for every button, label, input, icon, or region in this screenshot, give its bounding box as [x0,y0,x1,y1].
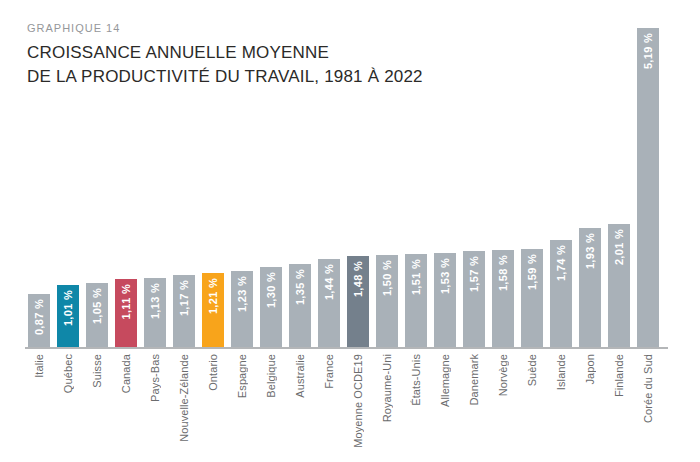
bar-value-label: 0,87 % [34,299,45,335]
bar-category-column: Japon [579,354,601,384]
bar-value-label: 1,48 % [353,261,364,297]
bar-value-label: 5,19 % [643,33,654,69]
bar-category-label: Italie [34,354,45,378]
bar-value-label: 1,01 % [63,290,74,326]
x-axis-category-labels: Italie Québec Suisse Canada Pays-Bas Nouvelle… [28,354,659,448]
bar-category-column: Nouvelle-Zélande [173,354,195,442]
chart-bar: 1,05 % [86,283,108,347]
bar-category-column: Islande [550,354,572,390]
bar-value-label: 1,35 % [295,269,306,305]
bar-category-column: Espagne [231,354,253,398]
chart-bar: 1,23 % [231,271,253,347]
bar-category-column: Norvège [492,354,514,396]
bar-category-label: Canada [121,354,132,393]
chart-bar: 0,87 % [28,294,50,347]
chart-bar: 1,59 % [521,249,543,347]
bar-category-label: Pays-Bas [150,354,161,402]
bar-value-label: 1,59 % [527,254,538,290]
x-axis-line [25,347,668,349]
chart-bar: 1,30 % [260,267,282,347]
bar-category-label: France [324,354,335,389]
bar-category-label: Nouvelle-Zélande [179,354,190,442]
bar-category-column: Royaume-Uni [376,354,398,422]
bar-value-label: 1,05 % [92,288,103,324]
chart-bar: 1,44 % [318,259,340,347]
chart-bar: 1,50 % [376,255,398,347]
bar-category-column: Corée du Sud [637,354,659,423]
chart-bar: 1,21 % [202,273,224,347]
bar-value-label: 1,93 % [585,233,596,269]
bar-category-label: Danemark [469,354,480,406]
bar-value-label: 1,44 % [324,264,335,300]
bar-value-label: 1,23 % [237,276,248,312]
bar-chart-plot-area: 0,87 % 1,01 % 1,05 % 1,11 % 1,13 % 1,17 % 1,21… [28,28,659,347]
bar-category-label: Suède [527,354,538,386]
bar-value-label: 1,58 % [498,255,509,291]
bar-value-label: 1,11 % [121,284,132,319]
bar-value-label: 1,21 % [208,278,219,314]
bar-category-label: Espagne [237,354,248,398]
bar-value-label: 1,57 % [469,256,480,292]
bar-value-label: 1,13 % [150,283,161,319]
bar-category-column: Moyenne OCDE19 [347,354,369,448]
bar-category-label: Royaume-Uni [382,354,393,422]
chart-bar: 1,17 % [173,275,195,347]
bar-category-label: Islande [556,354,567,390]
chart-bar: 5,19 % [637,28,659,347]
chart-bar: 1,58 % [492,250,514,347]
chart-bar: 1,93 % [579,228,601,347]
chart-bar: 1,53 % [434,253,456,347]
chart-bar: 1,01 % [57,285,79,347]
bar-category-label: Allemagne [440,354,451,407]
bar-category-label: Corée du Sud [643,354,654,423]
chart-bar: 1,74 % [550,240,572,347]
bar-category-label: Belgique [266,354,277,398]
bar-category-column: Suède [521,354,543,386]
chart-bar: 1,35 % [289,264,311,347]
chart-bar: 2,01 % [608,224,630,347]
chart-bar: 1,51 % [405,254,427,347]
bar-category-column: Québec [57,354,79,393]
bar-category-label: Québec [63,354,74,393]
bar-category-column: États-Unis [405,354,427,406]
bar-category-column: Belgique [260,354,282,398]
bar-category-column: Canada [115,354,137,393]
bar-category-column: Australie [289,354,311,398]
bar-category-label: États-Unis [411,354,422,406]
bar-category-column: Italie [28,354,50,378]
bar-category-label: Norvège [498,354,509,396]
bar-value-label: 1,50 % [382,260,393,296]
chart-bar: 1,57 % [463,251,485,347]
bar-category-label: Moyenne OCDE19 [353,354,364,448]
bar-category-label: Suisse [92,354,103,388]
bar-value-label: 1,30 % [266,272,277,308]
bar-category-column: Suisse [86,354,108,388]
bar-category-column: Pays-Bas [144,354,166,402]
bar-value-label: 1,74 % [556,245,567,281]
bar-value-label: 2,01 % [614,229,625,265]
bar-category-column: Ontario [202,354,224,391]
bar-category-column: France [318,354,340,389]
bar-category-column: Danemark [463,354,485,406]
chart-bar: 1,11 % [115,279,137,347]
chart-bar: 1,48 % [347,256,369,347]
bar-value-label: 1,53 % [440,258,451,294]
bar-category-label: Ontario [208,354,219,391]
bar-category-label: Australie [295,354,306,398]
bar-value-label: 1,17 % [179,280,190,316]
bar-category-column: Allemagne [434,354,456,407]
bar-category-column: Finlande [608,354,630,397]
chart-bar: 1,13 % [144,278,166,347]
bar-category-label: Finlande [614,354,625,397]
bar-category-label: Japon [585,354,596,384]
bar-value-label: 1,51 % [411,259,422,295]
